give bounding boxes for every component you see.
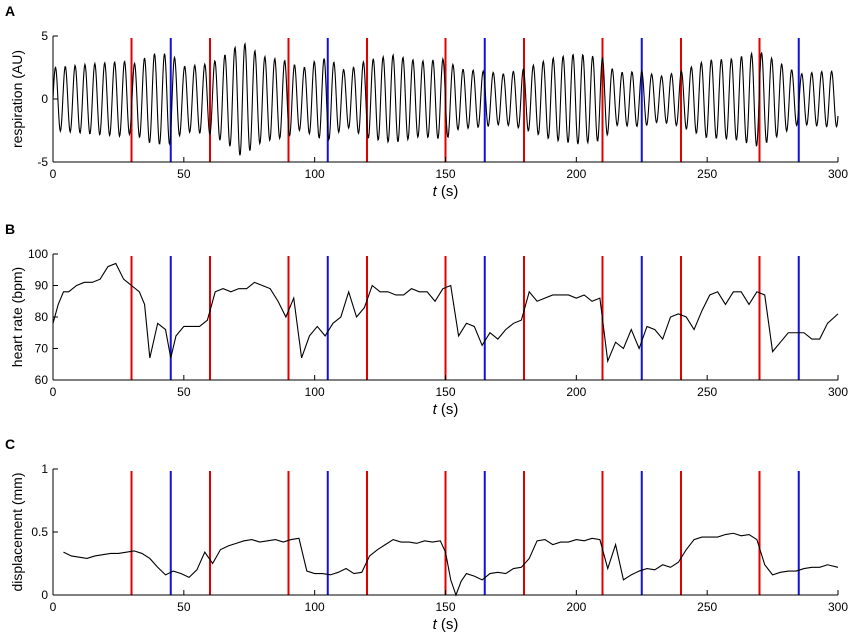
panel-b-x-tick-label-4: 200 [566,385,586,399]
panel-c-x-tick-label-6: 300 [828,600,848,614]
panel-c-x-tick-label-3: 150 [435,600,455,614]
panel-b-y-tick-label-2: 80 [35,310,49,324]
panel-a-y-tick-label-2: 5 [41,29,48,43]
panel-a-x-tick-label-3: 150 [435,167,455,181]
panel-c-y-label: displacement (mm) [9,472,25,591]
panel-b-x-tick-label-1: 50 [177,385,191,399]
panel-c-series-line [63,532,839,597]
panel-b-y-tick-label-3: 90 [35,279,49,293]
panel-a-y-tick-label-0: -5 [37,155,48,169]
panel-b-x-tick-label-3: 150 [435,385,455,399]
panel-a-x-tick-label-5: 250 [697,167,717,181]
panel-a-x-label: t (s) [433,183,459,200]
panel-c-x-tick-label-4: 200 [566,600,586,614]
panel-c-y-tick-label-2: 1 [41,462,48,476]
panel-c-y-tick-label-1: 0.5 [31,525,48,539]
panel-a-y-tick-label-1: 0 [41,92,48,106]
panel-a-x-tick-label-6: 300 [828,167,848,181]
panel-c-y-tick-label-0: 0 [41,588,48,602]
panel-c-x-tick-label-1: 50 [177,600,191,614]
panel-a-x-tick-label-1: 50 [177,167,191,181]
panel-c-chart: C 0 50 100 150 200 250 300 0 0.5 1 t (s) displacemen… [5,436,848,633]
panel-b-x-tick-label-6: 300 [828,385,848,399]
panel-b-y-tick-label-1: 70 [35,342,49,356]
panel-c-x-tick-label-0: 0 [50,600,57,614]
panel-b-chart: B 0 50 100 150 200 250 300 60 70 80 90 100 t (s) heart… [5,221,848,418]
panel-b-y-tick-label-0: 60 [35,373,49,387]
panel-b-x-label: t (s) [433,401,459,418]
panel-b-x-tick-label-2: 100 [305,385,325,399]
panel-a-x-tick-label-0: 0 [50,167,57,181]
panel-a-y-label: respiration (AU) [9,50,25,148]
panel-c-x-tick-label-5: 250 [697,600,717,614]
panel-b-x-tick-label-5: 250 [697,385,717,399]
panel-c-x-label: t (s) [433,616,459,633]
panel-c-letter: C [5,436,15,452]
panel-a-x-tick-label-2: 100 [305,167,325,181]
panel-b-series-line [52,262,839,364]
panel-a-series-line [52,42,839,156]
panel-c-x-tick-label-2: 100 [305,600,325,614]
panel-b-x-tick-label-0: 0 [50,385,57,399]
panel-a-x-tick-label-4: 200 [566,167,586,181]
panel-b-y-label: heart rate (bpm) [9,267,25,367]
panel-b-y-tick-label-4: 100 [28,247,48,261]
panel-a-letter: A [5,3,15,19]
panel-b-letter: B [5,221,15,237]
